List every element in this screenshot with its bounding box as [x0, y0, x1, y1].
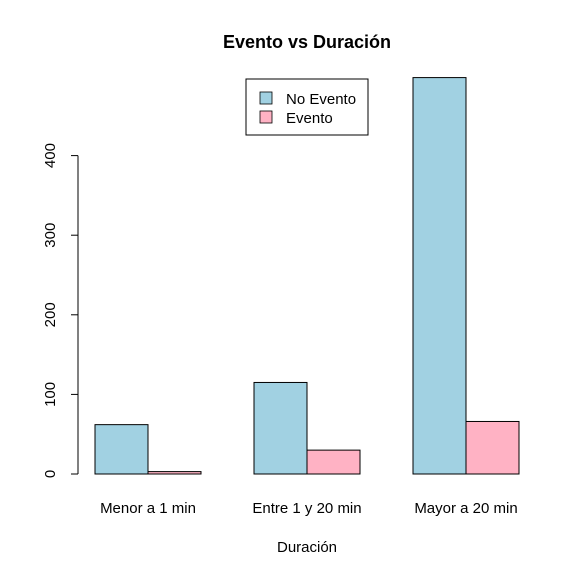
bar-evento: [147, 471, 202, 475]
legend: No Evento Evento: [245, 78, 369, 136]
legend-swatch-no-evento: [259, 91, 273, 105]
y-tick-label: 0: [42, 470, 59, 478]
legend-box: [245, 78, 369, 136]
bars: [94, 77, 520, 475]
legend-label-no-evento: No Evento: [286, 91, 356, 108]
chart-title: Evento vs Duración: [223, 32, 391, 52]
x-tick-labels: Menor a 1 min Entre 1 y 20 min Mayor a 20 …: [100, 500, 518, 517]
x-tick-label: Mayor a 20 min: [414, 500, 517, 517]
legend-label-evento: Evento: [286, 110, 333, 127]
y-tick-label: 400: [42, 143, 59, 168]
y-axis: 0 100 200 300 400: [42, 143, 79, 478]
legend-swatch-evento: [259, 110, 273, 124]
bar-no-evento: [94, 424, 149, 475]
x-tick-label: Menor a 1 min: [100, 500, 196, 517]
x-tick-label: Entre 1 y 20 min: [252, 500, 361, 517]
bar-no-evento: [253, 381, 308, 475]
y-tick-label: 300: [42, 223, 59, 248]
bar-evento: [465, 420, 520, 475]
bar-no-evento: [412, 77, 467, 475]
x-axis-label: Duración: [277, 539, 337, 556]
bar-evento: [306, 449, 361, 475]
y-tick-label: 100: [42, 382, 59, 407]
y-tick-label: 200: [42, 302, 59, 327]
